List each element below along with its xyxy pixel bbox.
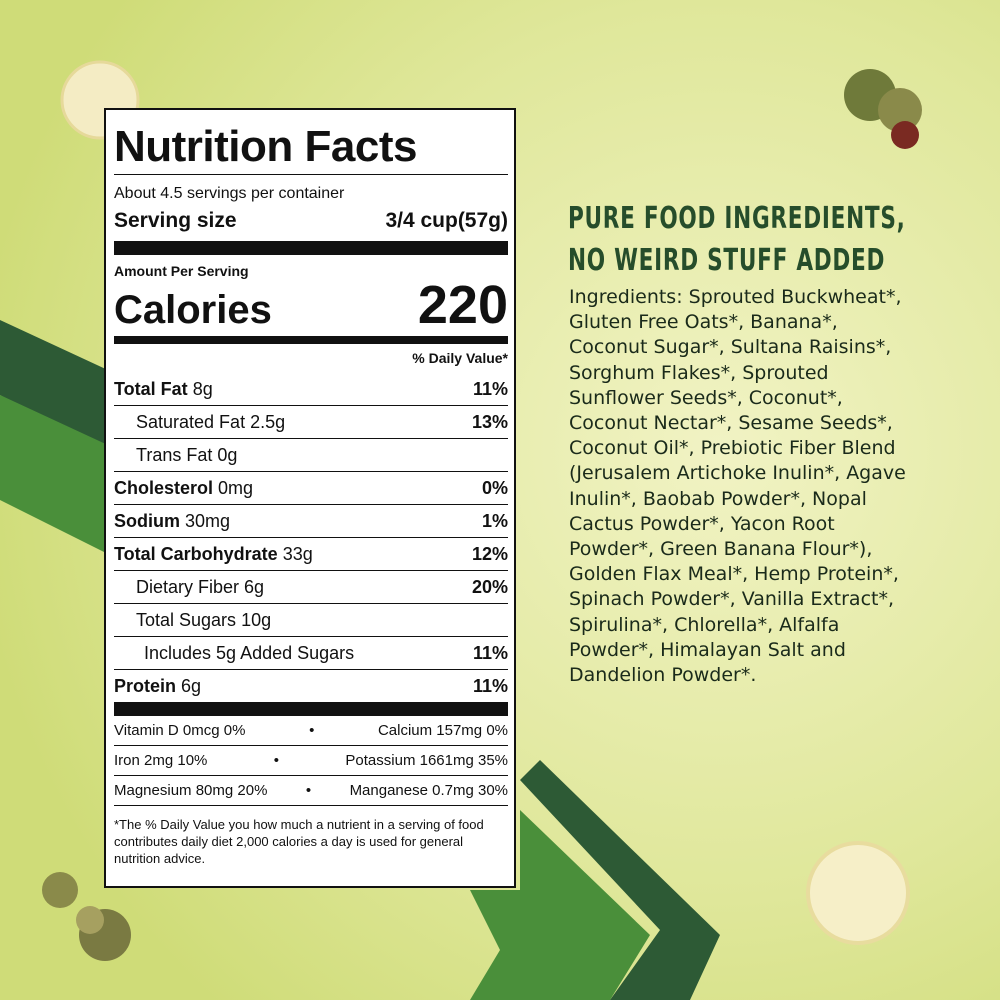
vitamin-row: Iron 2mg 10% • Potassium 1661mg 35% bbox=[114, 746, 508, 776]
nutrient-amount: 6g bbox=[181, 675, 202, 696]
serving-size: Serving size 3/4 cup(57g) bbox=[114, 209, 508, 241]
ingredients: Ingredients: Sprouted Buckwheat*, Gluten… bbox=[569, 286, 906, 687]
divider bbox=[114, 336, 508, 343]
nutrient: Total Sugars 10g bbox=[114, 610, 271, 631]
vitamin: Manganese 0.7mg 30% bbox=[349, 782, 508, 799]
nutrient-amount: 30mg bbox=[185, 510, 231, 531]
nutrient-row: Cholesterol 0mg 0% bbox=[114, 471, 508, 504]
nutrient-name: Total Sugars bbox=[136, 609, 237, 630]
headline: PURE FOOD INGREDIENTS, NO WEIRD STUFF AD… bbox=[568, 198, 906, 282]
nutrient: Cholesterol 0mg bbox=[114, 478, 253, 499]
vitamin: Iron 2mg 10% bbox=[114, 752, 208, 769]
servings: About 4.5 servings per container bbox=[114, 185, 345, 202]
divider bbox=[114, 241, 508, 255]
nutrient-name: Total Fat bbox=[114, 378, 188, 399]
nutrient-amount: 33g bbox=[282, 543, 313, 564]
nutrient-name: Sodium bbox=[114, 510, 180, 531]
nutrient: Saturated Fat 2.5g bbox=[114, 412, 285, 433]
serving-size-label: Serving size bbox=[114, 209, 237, 232]
nutrient-row: Sodium 30mg 1% bbox=[114, 504, 508, 537]
nutrient-amount: 10g bbox=[241, 609, 272, 630]
nutrient-name: Total Carbohydrate bbox=[114, 543, 278, 564]
nutrient-name: Protein bbox=[114, 675, 177, 696]
nutrient-row: Includes 5g Added Sugars 11% bbox=[114, 636, 508, 669]
headline-line: PURE FOOD INGREDIENTS, bbox=[568, 201, 906, 236]
serving-size-value: 3/4 cup(57g) bbox=[385, 209, 508, 232]
calories: Calories 220 bbox=[114, 275, 508, 336]
bullet: • bbox=[273, 752, 280, 769]
nutrient-amount: 8g bbox=[192, 378, 213, 399]
nutrient-name: Trans Fat bbox=[136, 444, 213, 465]
stripe bbox=[470, 810, 650, 1000]
nutrient-row: Dietary Fiber 6g 20% bbox=[114, 570, 508, 603]
footnote: *The % Daily Value you how much a nutrie… bbox=[114, 817, 484, 866]
daily-value: 0% bbox=[481, 477, 508, 498]
vitamin-row: Magnesium 80mg 20% • Manganese 0.7mg 30% bbox=[114, 776, 508, 806]
nutrient: Includes 5g Added Sugars bbox=[114, 643, 354, 664]
granola bbox=[42, 69, 922, 961]
banana-slice bbox=[806, 841, 910, 945]
bullet: • bbox=[309, 722, 315, 739]
nutrient-row: Saturated Fat 2.5g 13% bbox=[114, 405, 508, 438]
divider bbox=[114, 702, 508, 716]
nutrition-label: Nutrition Facts About 4.5 servings per c… bbox=[104, 108, 516, 888]
nutrient-row: Total Fat 8g 11% bbox=[114, 373, 508, 405]
daily-value: 1% bbox=[481, 510, 508, 531]
nutrient-name: Cholesterol bbox=[114, 477, 214, 498]
calories-label: Calories bbox=[114, 288, 272, 332]
stripe bbox=[520, 760, 720, 1000]
vitamin: Potassium 1661mg 35% bbox=[345, 752, 508, 769]
nutrient-row: Trans Fat 0g bbox=[114, 438, 508, 471]
calories-value: 220 bbox=[417, 275, 508, 335]
vitamin: Vitamin D 0mcg 0% bbox=[114, 722, 246, 739]
nutrient-amount: 2.5g bbox=[250, 411, 286, 432]
daily-value: 12% bbox=[471, 543, 508, 564]
daily-value: 11% bbox=[472, 642, 508, 663]
nutrient: Total Fat 8g bbox=[114, 379, 213, 400]
headline-line: NO WEIRD STUFF ADDED bbox=[568, 243, 886, 278]
bullet: • bbox=[305, 782, 312, 799]
daily-value-header: % Daily Value* bbox=[114, 343, 508, 373]
nutrient: Trans Fat 0g bbox=[114, 445, 237, 466]
daily-value: 13% bbox=[471, 411, 508, 432]
daily-value: 20% bbox=[471, 576, 508, 597]
nutrient-name: Saturated Fat bbox=[136, 411, 246, 432]
vitamin-rows: Vitamin D 0mcg 0% • Calcium 157mg 0% Iron 2… bbox=[114, 716, 508, 806]
nutrient-name: Dietary Fiber bbox=[136, 576, 240, 597]
nutrient: Protein 6g bbox=[114, 676, 201, 697]
vitamin: Magnesium 80mg 20% bbox=[114, 782, 268, 799]
nutrient-amount: 0g bbox=[217, 444, 238, 465]
nutrient: Total Carbohydrate 33g bbox=[114, 544, 313, 565]
amount-per-serving: Amount Per Serving bbox=[114, 263, 249, 279]
nutrient-amount: 6g bbox=[244, 576, 265, 597]
daily-value: 11% bbox=[472, 378, 508, 399]
nutrient-row: Protein 6g 11% bbox=[114, 669, 508, 702]
nutrient: Sodium 30mg bbox=[114, 511, 230, 532]
nutrient-rows: Total Fat 8g 11% Saturated Fat 2.5g 13% Tran… bbox=[114, 373, 508, 702]
nutrient-amount: 0mg bbox=[218, 477, 254, 498]
nutrient-name: Includes 5g Added Sugars bbox=[144, 642, 355, 663]
daily-value: 11% bbox=[472, 675, 508, 696]
vitamin: Calcium 157mg 0% bbox=[377, 722, 508, 739]
label-title: Nutrition Facts bbox=[114, 120, 508, 175]
nutrient-row: Total Carbohydrate 33g 12% bbox=[114, 537, 508, 570]
vitamin-row: Vitamin D 0mcg 0% • Calcium 157mg 0% bbox=[114, 716, 508, 746]
nutrient: Dietary Fiber 6g bbox=[114, 577, 264, 598]
nutrient-row: Total Sugars 10g bbox=[114, 603, 508, 636]
